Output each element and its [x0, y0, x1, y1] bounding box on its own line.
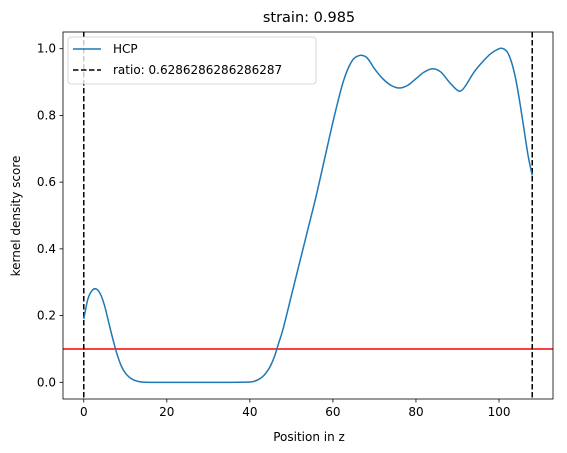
axes-frame [62, 31, 554, 400]
y-tick-label-3: 0.6 [37, 175, 56, 189]
x-tick-label-3: 60 [325, 405, 340, 419]
chart-title: strain: 0.985 [263, 10, 355, 26]
legend-label-0: HCP [113, 42, 138, 56]
x-tick-label-5: 100 [488, 405, 511, 419]
x-axis-label: Position in z [273, 430, 345, 444]
legend: HCP ratio: 0.6286286286286287 [67, 36, 317, 85]
y-tick-label-1: 0.2 [37, 309, 56, 323]
x-tick-label-2: 40 [242, 405, 257, 419]
x-tick-label-0: 0 [80, 405, 88, 419]
y-tick-label-4: 0.8 [37, 108, 56, 122]
x-tick-label-4: 80 [408, 405, 423, 419]
y-tick-label-5: 1.0 [37, 42, 56, 56]
x-tick-label-1: 20 [159, 405, 174, 419]
y-tick-label-0: 0.0 [37, 375, 56, 389]
legend-box [67, 36, 317, 85]
y-axis-label: kernel density score [9, 156, 23, 277]
y-tick-label-2: 0.4 [37, 242, 56, 256]
series-line-hcp [83, 47, 533, 384]
legend-label-1: ratio: 0.6286286286286287 [113, 63, 282, 77]
plot-area [63, 32, 553, 399]
